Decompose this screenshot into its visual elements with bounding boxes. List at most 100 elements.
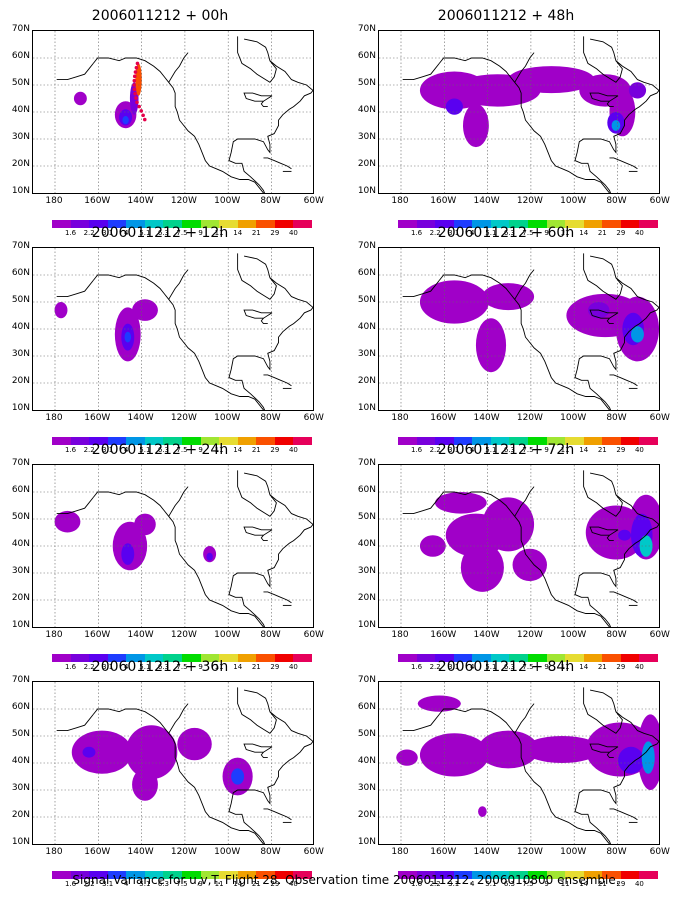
colorbar-swatch <box>107 871 127 879</box>
lat-tick-label: 10N <box>357 837 376 847</box>
colorbar-swatch <box>274 437 294 445</box>
coastline <box>574 307 659 410</box>
coastline <box>260 534 268 542</box>
colorbar-label: 7.5 <box>522 880 534 888</box>
lon-tick-label: 120W <box>170 196 197 206</box>
colorbar-swatch <box>602 871 622 879</box>
flight-track-dot <box>142 117 147 122</box>
coastline <box>589 255 659 308</box>
colorbar-label: 1.6 <box>410 229 423 237</box>
lon-tick-label: 140W <box>127 196 154 206</box>
colorbar-label: 3.1 <box>448 229 460 237</box>
colorbar-label: 5.1 <box>139 446 151 454</box>
lat-tick-label: 50N <box>357 78 376 88</box>
colorbar-swatch <box>602 654 622 662</box>
lon-tick-label: 60W <box>649 413 670 423</box>
coastline <box>514 52 535 83</box>
lon-tick-label: 160W <box>84 847 111 857</box>
colorbar-label: 9 <box>544 446 549 454</box>
coastline <box>402 63 440 81</box>
lon-tick-label: 100W <box>560 196 587 206</box>
colorbar-label: 2.2 <box>83 663 95 671</box>
colorbar-label: 9 <box>198 663 203 671</box>
colorbar-label: 29 <box>616 229 626 237</box>
lon-tick-label: 120W <box>170 630 197 640</box>
coastline <box>243 92 273 102</box>
flight-track-dot <box>141 113 145 118</box>
colorbar-swatch <box>620 654 640 662</box>
colorbar-swatch <box>293 437 313 445</box>
colorbar-swatch <box>52 871 72 879</box>
lon-tick-label: 140W <box>127 413 154 423</box>
coastline <box>237 470 277 517</box>
variance-contour <box>419 280 489 324</box>
coastline <box>438 274 611 410</box>
coastline <box>56 497 94 515</box>
colorbar-swatch <box>237 220 257 228</box>
colorbar-label: 14 <box>233 663 243 671</box>
colorbar-label: 7.5 <box>176 880 188 888</box>
coastline <box>606 534 614 542</box>
map-panel: 2006011212 + 84h 70N 60N 50N 40N 30N 20N 10N 180… <box>346 659 670 888</box>
colorbar-swatch <box>528 654 548 662</box>
colorbar-label: 40 <box>634 880 644 888</box>
colorbar-label: 21 <box>251 880 261 888</box>
colorbar-swatch <box>639 220 659 228</box>
colorbar-label: 21 <box>597 446 607 454</box>
flight-track-dot <box>135 61 140 66</box>
coastline <box>168 269 189 300</box>
colorbar-swatch <box>453 871 473 879</box>
lon-tick-label: 140W <box>473 413 500 423</box>
lat-tick-label: 70N <box>11 24 30 34</box>
lon-tick-label: 120W <box>516 196 543 206</box>
coastline <box>583 36 623 83</box>
lon-tick-label: 180 <box>391 847 409 857</box>
lat-tick-label: 10N <box>11 837 30 847</box>
colorbar-swatch <box>107 220 127 228</box>
lat-tick-label: 20N <box>357 159 376 169</box>
lat-tick-label: 60N <box>357 702 376 712</box>
lon-tick-label: 60W <box>649 196 670 206</box>
colorbar-label: 3.1 <box>102 880 114 888</box>
colorbar-swatch <box>546 220 566 228</box>
lon-tick-label: 180 <box>45 413 63 423</box>
variance-contour <box>419 733 489 777</box>
lat-tick-label: 50N <box>11 512 30 522</box>
colorbar-label: 29 <box>270 663 280 671</box>
colorbar-swatch <box>416 654 436 662</box>
coastline <box>237 687 277 734</box>
map-panel: 2006011212 + 72h 70N 60N 50N 40N 30N 20N 10N 180… <box>346 442 670 671</box>
colorbar-swatch <box>293 871 313 879</box>
coastline <box>609 808 638 821</box>
lon-tick-label: 80W <box>260 630 281 640</box>
panel-title: 2006011212 + 12h <box>91 225 229 241</box>
colorbar-label: 9 <box>544 663 549 671</box>
map-plot <box>378 681 660 845</box>
lat-tick-label: 10N <box>11 186 30 196</box>
colorbar-swatch <box>182 437 202 445</box>
lat-tick-label: 50N <box>11 295 30 305</box>
coastline <box>237 36 277 83</box>
colorbar-label: 9 <box>198 880 203 888</box>
flight-track-dot <box>133 70 138 74</box>
map-panel: 2006011212 + 60h 70N 60N 50N 40N 30N 20N 10N 180… <box>346 225 670 454</box>
colorbar-swatch <box>490 220 510 228</box>
colorbar-swatch <box>398 654 418 662</box>
coastline <box>56 280 94 298</box>
lon-tick-label: 180 <box>45 847 63 857</box>
colorbar-swatch <box>256 220 276 228</box>
colorbar-label: 21 <box>597 663 607 671</box>
lat-tick-label: 40N <box>357 105 376 115</box>
lat-tick-label: 40N <box>357 756 376 766</box>
colorbar-label: 14 <box>579 880 589 888</box>
lon-tick-label: 140W <box>127 630 154 640</box>
colorbar-swatch <box>509 437 529 445</box>
colorbar-swatch <box>274 871 294 879</box>
colorbar-label: 11 <box>214 880 224 888</box>
colorbar-label: 2.2 <box>429 880 441 888</box>
colorbar-label: 7.5 <box>522 663 534 671</box>
coastline <box>92 491 265 627</box>
colorbar-swatch <box>639 654 659 662</box>
colorbar-label: 4 <box>124 663 129 671</box>
coastline <box>438 57 611 193</box>
